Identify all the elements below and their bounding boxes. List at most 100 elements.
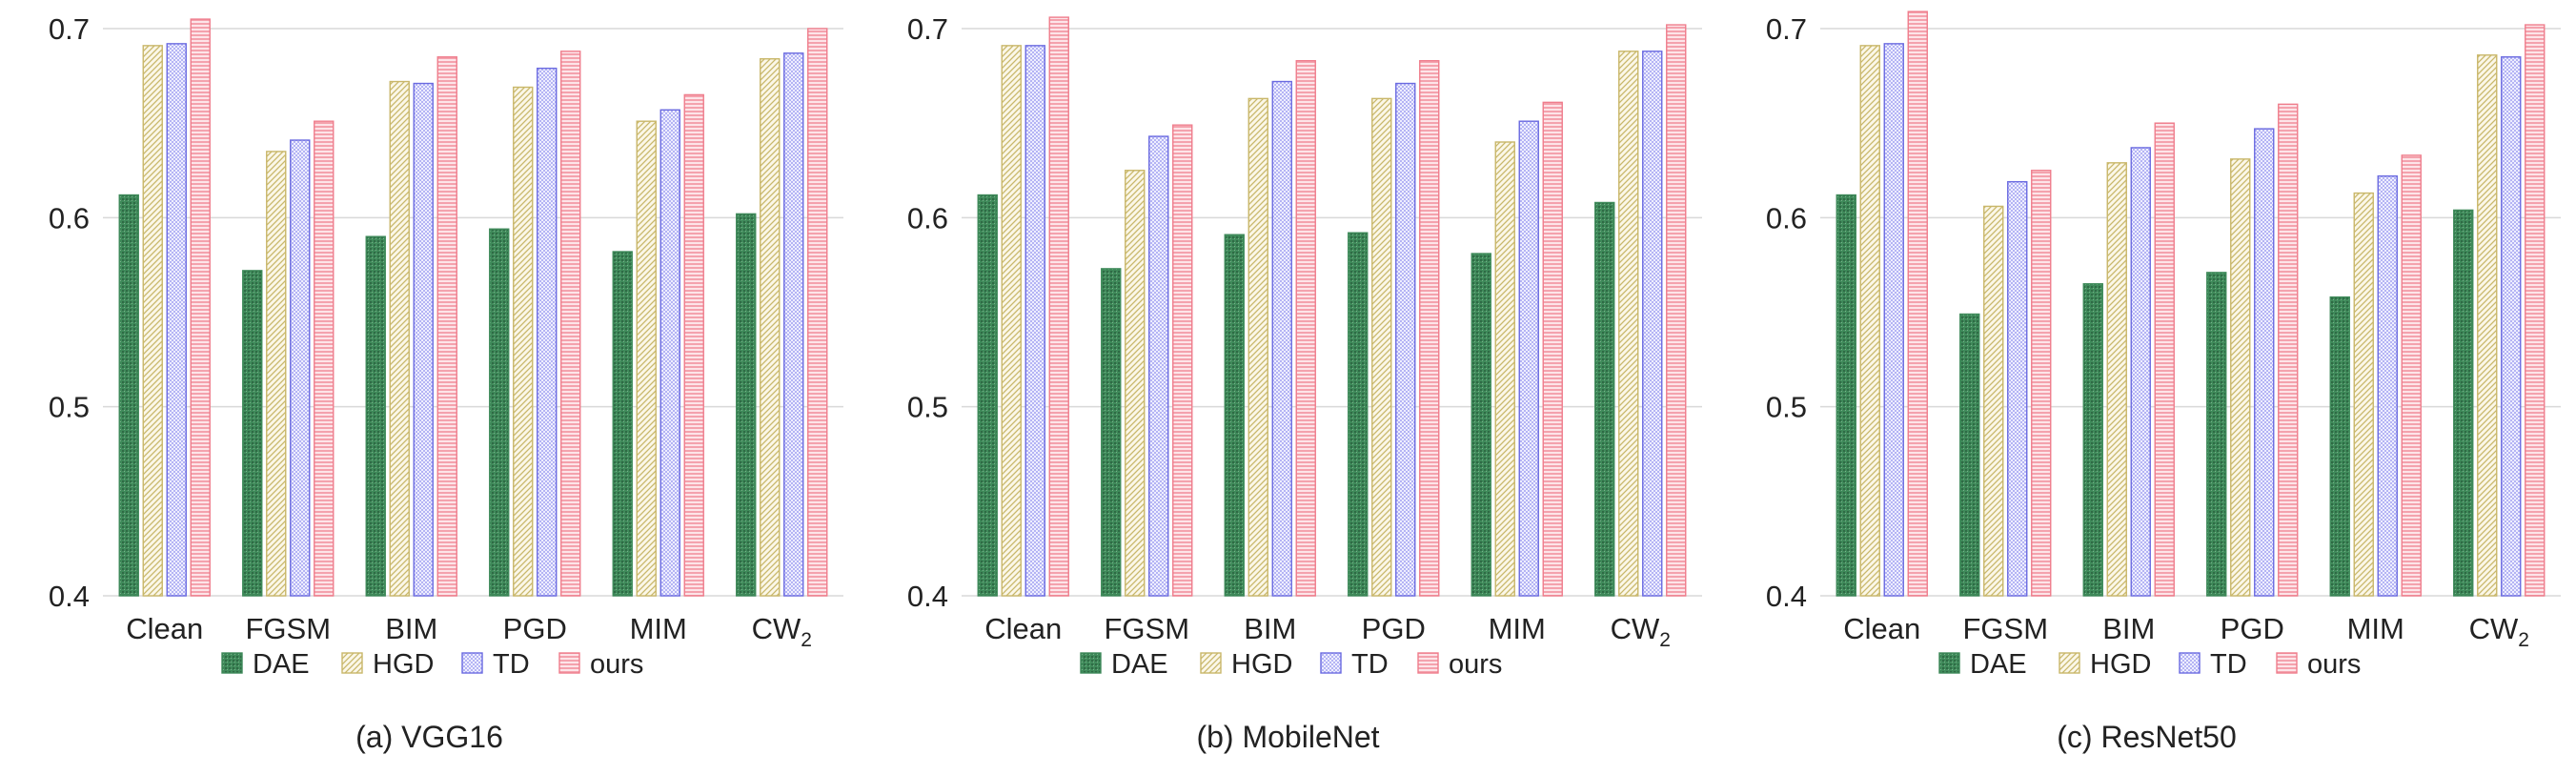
bar-dae-fgsm (242, 270, 263, 597)
chart-caption: (c) ResNet50 (2057, 720, 2237, 754)
bar-ours-bim (436, 56, 457, 597)
bar-td-clean (1883, 43, 1904, 597)
bar-td-mim (659, 109, 680, 597)
legend-label-ours: ours (590, 649, 643, 680)
bar-dae-fgsm (1959, 313, 1980, 597)
y-tick-label: 0.6 (49, 201, 90, 235)
bar-td-cw2 (783, 52, 804, 597)
bar-td-fgsm (290, 139, 311, 597)
bar-ours-mim (1542, 101, 1563, 597)
bar-chart-mobilenet: 0.4 0.5 0.6 0.7 Clean FGSM BIM PGD MIM CW2 DAE HGD T… (907, 12, 1702, 680)
x-tick-label: Clean (984, 612, 1062, 645)
chart-panel-vgg16: 0.4 0.5 0.6 0.7 Clean FGSM BIM PGD MIM CW2 DAE HGD T… (0, 0, 859, 775)
legend-label-hgd: HGD (373, 649, 434, 680)
bar-dae-clean (1836, 194, 1856, 597)
x-tick-label: CW2 (2469, 612, 2529, 651)
x-tick-label: FGSM (1104, 612, 1189, 645)
bar-ours-fgsm (314, 120, 335, 597)
bar-ours-mim (683, 93, 704, 597)
bar-hgd-fgsm (1983, 205, 2004, 597)
bar-hgd-pgd (1371, 97, 1392, 597)
x-tick-label: Clean (126, 612, 203, 645)
bar-ours-pgd (1419, 60, 1440, 597)
bar-hgd-fgsm (266, 151, 287, 597)
bar-td-pgd (2254, 128, 2275, 597)
bar-dae-pgd (1348, 232, 1369, 597)
x-tick-label: CW2 (752, 612, 812, 651)
x-tick-label: FGSM (1962, 612, 2048, 645)
legend-label-td: TD (493, 649, 530, 680)
bar-hgd-cw2 (1618, 51, 1639, 597)
chart-caption: (a) VGG16 (355, 720, 503, 754)
y-tick-label: 0.6 (907, 201, 948, 235)
x-tick-label: PGD (1362, 612, 1426, 645)
bar-hgd-clean (1001, 45, 1022, 597)
bar-td-pgd (537, 67, 558, 597)
y-tick-label: 0.7 (49, 12, 90, 46)
bar-td-mim (2377, 174, 2398, 597)
bar-dae-bim (1224, 234, 1245, 597)
x-tick-label: BIM (385, 612, 437, 645)
bar-dae-bim (2082, 283, 2103, 597)
x-tick-label: BIM (2102, 612, 2155, 645)
bar-hgd-cw2 (760, 58, 781, 597)
x-tick-label: CW2 (1611, 612, 1671, 651)
y-tick-label: 0.6 (1766, 201, 1807, 235)
bar-hgd-bim (1247, 97, 1268, 597)
legend-label-hgd: HGD (2090, 649, 2151, 680)
legend-swatch-td (461, 652, 483, 674)
bar-hgd-bim (2106, 162, 2127, 597)
y-tick-label: 0.5 (1766, 391, 1807, 424)
bar-dae-pgd (2206, 272, 2227, 597)
bar-td-pgd (1395, 82, 1416, 597)
x-tick-label: PGD (503, 612, 567, 645)
y-tick-label: 0.4 (907, 580, 948, 613)
legend-label-ours: ours (1449, 649, 1502, 680)
x-tick-label: Clean (1843, 612, 1920, 645)
bar-td-bim (1271, 80, 1292, 597)
chart-panel-resnet50: 0.4 0.5 0.6 0.7 Clean FGSM BIM PGD MIM CW2 DAE HGD T… (1717, 0, 2576, 775)
bar-ours-clean (190, 18, 211, 597)
legend-swatch-dae (1080, 652, 1102, 674)
bar-dae-mim (1471, 253, 1491, 597)
bar-hgd-clean (1859, 45, 1880, 597)
bar-dae-clean (118, 194, 139, 597)
y-tick-label: 0.5 (907, 391, 948, 424)
bar-ours-clean (1048, 16, 1069, 597)
bar-dae-bim (365, 235, 386, 597)
bar-td-clean (1024, 45, 1045, 597)
bar-td-bim (413, 82, 434, 597)
bar-ours-fgsm (2031, 170, 2052, 597)
bar-dae-mim (612, 251, 633, 597)
y-tick-label: 0.4 (49, 580, 90, 613)
bar-hgd-pgd (2230, 158, 2251, 597)
legend-label-dae: DAE (1111, 649, 1168, 680)
bar-hgd-cw2 (2477, 54, 2498, 597)
bar-chart-resnet50: 0.4 0.5 0.6 0.7 Clean FGSM BIM PGD MIM CW2 DAE HGD T… (1766, 10, 2561, 680)
legend-swatch-hgd (1200, 652, 1222, 674)
bar-dae-clean (977, 194, 998, 597)
bar-dae-fgsm (1101, 268, 1122, 597)
bar-dae-cw2 (736, 213, 757, 597)
bar-chart-vgg16: 0.4 0.5 0.6 0.7 Clean FGSM BIM PGD MIM CW2 DAE HGD T… (49, 12, 843, 680)
x-tick-label: MIM (2347, 612, 2404, 645)
bar-td-fgsm (2007, 180, 2028, 597)
legend-swatch-td (1320, 652, 1342, 674)
bar-hgd-mim (1494, 141, 1515, 597)
bar-ours-cw2 (2525, 24, 2546, 597)
legend-label-dae: DAE (253, 649, 310, 680)
x-tick-label: PGD (2221, 612, 2284, 645)
bar-td-cw2 (2501, 56, 2522, 597)
bar-hgd-mim (2353, 192, 2374, 597)
bar-hgd-clean (142, 45, 163, 597)
bar-dae-pgd (489, 228, 510, 597)
bar-ours-fgsm (1172, 124, 1193, 597)
legend-swatch-hgd (341, 652, 363, 674)
legend-label-td: TD (1351, 649, 1389, 680)
bar-hgd-mim (636, 120, 657, 597)
legend-swatch-td (2179, 652, 2201, 674)
legend-swatch-dae (1938, 652, 1960, 674)
chart-caption: (b) MobileNet (1196, 720, 1380, 754)
y-tick-label: 0.5 (49, 391, 90, 424)
bar-td-mim (1518, 120, 1539, 597)
